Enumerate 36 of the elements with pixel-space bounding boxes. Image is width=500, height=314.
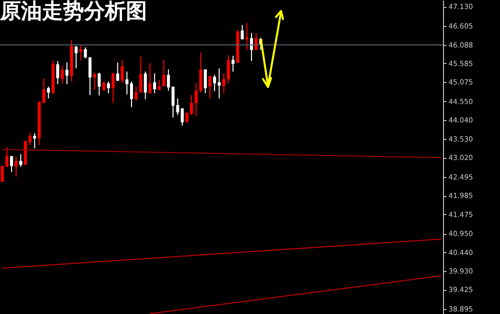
candlestick bbox=[180, 108, 184, 126]
candlestick bbox=[79, 44, 82, 62]
candlestick bbox=[148, 62, 152, 94]
candlestick bbox=[232, 55, 235, 72]
candlestick bbox=[120, 59, 124, 84]
candlestick bbox=[204, 68, 207, 94]
candlestick bbox=[19, 154, 22, 168]
candlestick bbox=[102, 81, 106, 92]
candlestick bbox=[226, 54, 230, 84]
candlestick bbox=[162, 59, 166, 88]
candlestick bbox=[60, 65, 64, 84]
candlestick bbox=[74, 45, 78, 69]
candlestick bbox=[84, 46, 87, 59]
candlestick bbox=[208, 76, 212, 99]
candlestick bbox=[10, 156, 14, 172]
candlestick bbox=[42, 78, 46, 104]
candlestick bbox=[112, 72, 115, 104]
candlestick bbox=[56, 60, 60, 85]
chart-title: 原油走势分析图 bbox=[0, 0, 147, 23]
candlestick bbox=[93, 72, 96, 90]
candlestick bbox=[254, 32, 258, 50]
candlestick bbox=[153, 72, 156, 94]
candlestick bbox=[46, 86, 50, 99]
candlestick bbox=[65, 62, 68, 85]
candlestick bbox=[106, 81, 110, 94]
candlestick bbox=[88, 56, 92, 96]
candlestick bbox=[98, 72, 101, 96]
candlestick bbox=[144, 71, 147, 100]
candlestick bbox=[240, 24, 244, 40]
candlestick bbox=[116, 62, 120, 82]
candlestick bbox=[14, 156, 18, 178]
candlestick bbox=[250, 32, 253, 62]
candlestick bbox=[213, 74, 216, 92]
candlestick bbox=[158, 80, 161, 90]
candlestick bbox=[245, 22, 248, 50]
candlestick bbox=[33, 132, 36, 149]
